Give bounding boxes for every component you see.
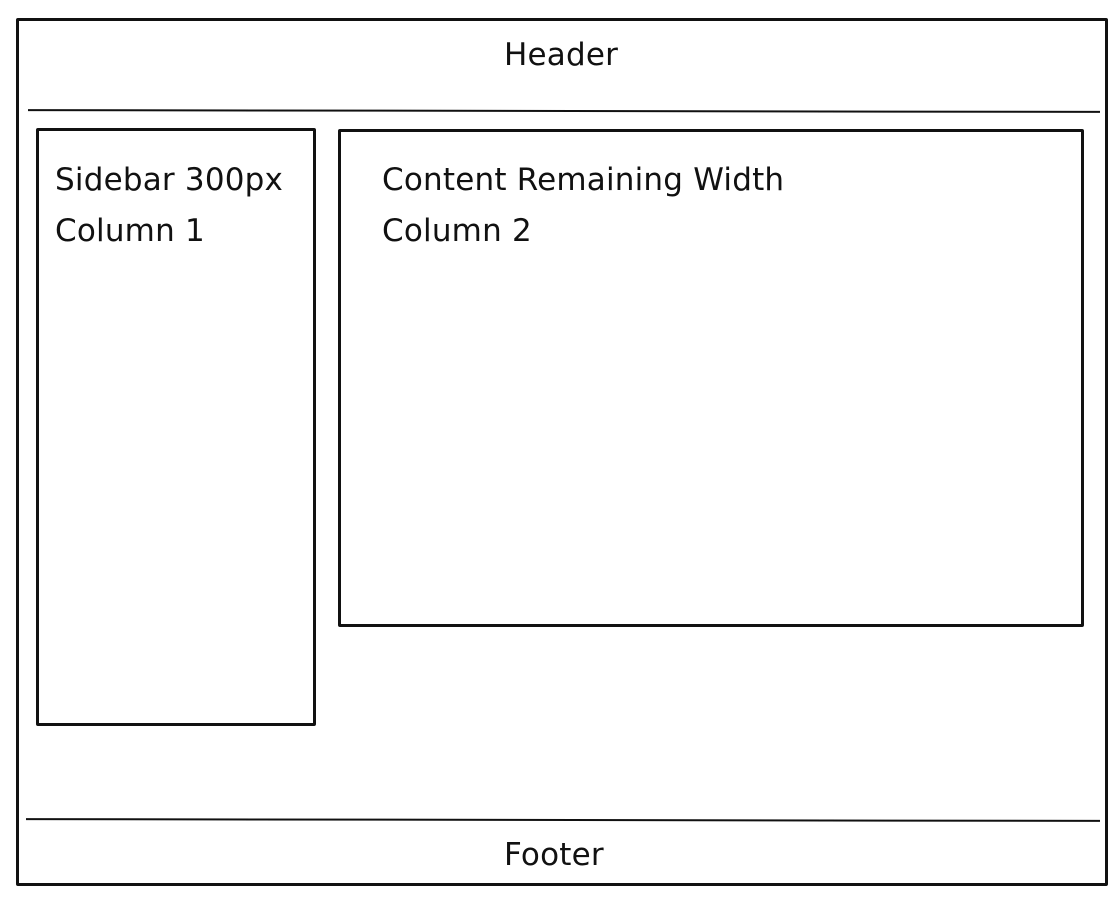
content-column-label: Column 2 — [382, 213, 532, 249]
page-frame — [16, 18, 1108, 886]
header-label: Header — [504, 37, 619, 73]
sidebar-column-label: Column 1 — [55, 213, 205, 249]
sidebar-box — [36, 128, 316, 726]
content-box — [338, 129, 1084, 627]
content-title: Content Remaining Width — [382, 162, 785, 198]
footer-label: Footer — [504, 837, 604, 873]
sidebar-title: Sidebar 300px — [55, 162, 284, 198]
